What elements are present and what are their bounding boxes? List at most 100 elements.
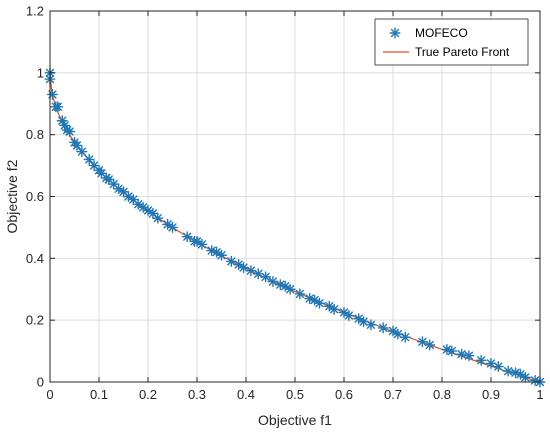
asterisk-stroke xyxy=(234,260,243,269)
x-tick-label: 0.4 xyxy=(237,387,255,402)
data-point xyxy=(267,276,279,288)
asterisk-stroke xyxy=(77,147,87,156)
asterisk-stroke xyxy=(281,282,290,291)
y-tick-label: 0.8 xyxy=(26,127,44,142)
asterisk-stroke xyxy=(494,362,503,371)
asterisk-stroke xyxy=(97,169,106,178)
data-point xyxy=(260,271,272,283)
asterisk-stroke xyxy=(366,320,376,329)
asterisk-stroke xyxy=(129,195,138,204)
y-tick-label: 0.4 xyxy=(26,251,44,266)
data-point xyxy=(492,361,504,373)
asterisk-stroke xyxy=(143,206,153,215)
data-point xyxy=(83,153,95,165)
asterisk-stroke xyxy=(442,345,452,354)
asterisk-stroke xyxy=(530,376,540,385)
asterisk-stroke xyxy=(390,28,400,38)
asterisk-stroke xyxy=(503,367,513,376)
asterisk-stroke xyxy=(401,333,410,342)
asterisk-stroke xyxy=(330,305,339,314)
data-point xyxy=(416,336,428,348)
data-point xyxy=(206,245,218,257)
data-point xyxy=(238,262,250,274)
data-point xyxy=(519,371,531,383)
asterisk-stroke xyxy=(89,161,99,170)
asterisk-stroke xyxy=(305,294,314,303)
data-point xyxy=(343,310,355,322)
data-point xyxy=(252,268,264,280)
x-tick-label: 0 xyxy=(46,387,53,402)
asterisk-stroke xyxy=(197,240,207,249)
asterisk-stroke xyxy=(276,280,285,289)
data-point xyxy=(314,297,325,309)
asterisk-stroke xyxy=(212,247,221,257)
x-tick-label: 1 xyxy=(536,387,543,402)
x-tick-label: 0.8 xyxy=(433,387,451,402)
data-point xyxy=(64,126,76,138)
data-point xyxy=(294,288,306,300)
y-tick-label: 1 xyxy=(37,65,44,80)
asterisk-stroke xyxy=(379,323,388,333)
asterisk-stroke xyxy=(60,121,69,130)
asterisk-stroke xyxy=(388,326,398,336)
asterisk-stroke xyxy=(464,351,474,360)
data-point xyxy=(225,255,237,267)
asterisk-stroke xyxy=(457,350,466,359)
asterisk-stroke xyxy=(339,308,349,317)
y-tick-label: 0 xyxy=(37,375,44,390)
asterisk-stroke xyxy=(207,246,216,255)
data-point xyxy=(76,146,88,158)
asterisk-stroke xyxy=(254,269,263,278)
asterisk-stroke xyxy=(104,175,113,184)
asterisk-stroke xyxy=(134,200,143,209)
data-point xyxy=(377,322,389,334)
data-point xyxy=(424,339,436,351)
asterisk-stroke xyxy=(425,340,434,350)
asterisk-stroke xyxy=(359,317,368,326)
asterisk-stroke xyxy=(163,220,172,229)
asterisk-stroke xyxy=(315,299,324,308)
asterisk-stroke xyxy=(217,251,226,260)
data-point xyxy=(456,348,468,360)
data-point xyxy=(46,88,58,100)
x-tick-label: 0.7 xyxy=(384,387,402,402)
asterisk-stroke xyxy=(246,266,256,275)
data-point xyxy=(215,249,228,261)
legend-marker-asterisk-icon xyxy=(389,27,401,39)
tick-labels: 0 0.1 0.2 0.3 0.4 0.5 0.6 0.7 0.8 0.9 1 0 0.2 0.4 0.6 0… xyxy=(26,4,544,403)
asterisk-stroke xyxy=(285,285,295,294)
data-point xyxy=(196,238,208,250)
x-tick-label: 0.1 xyxy=(90,387,108,402)
asterisk-stroke xyxy=(295,289,305,299)
data-point xyxy=(502,365,514,377)
x-tick-label: 0.9 xyxy=(482,387,500,402)
asterisk-stroke xyxy=(124,192,133,201)
asterisk-stroke xyxy=(268,277,278,286)
legend-box xyxy=(374,18,529,66)
data-point xyxy=(162,218,174,230)
data-point xyxy=(122,190,134,203)
asterisk-stroke xyxy=(72,141,82,150)
asterisk-stroke xyxy=(310,295,319,305)
y-tick-label: 0.6 xyxy=(26,189,44,204)
data-point xyxy=(166,221,179,233)
y-axis-label: Objective f2 xyxy=(4,159,20,233)
x-tick-label: 0.3 xyxy=(188,387,206,402)
data-point xyxy=(463,350,475,362)
data-point xyxy=(392,328,404,340)
asterisk-stroke xyxy=(521,373,530,382)
asterisk-stroke xyxy=(516,370,525,379)
y-tick-label: 0.2 xyxy=(26,313,44,328)
data-point xyxy=(358,316,370,328)
x-axis-label: Objective f1 xyxy=(258,412,332,428)
x-tick-label: 0.5 xyxy=(286,387,304,402)
asterisk-stroke xyxy=(119,187,128,197)
asterisk-stroke xyxy=(511,368,520,377)
asterisk-stroke xyxy=(477,356,486,365)
data-point xyxy=(399,331,411,343)
x-tick-label: 0.6 xyxy=(335,387,353,402)
data-point xyxy=(181,231,193,243)
data-point xyxy=(279,280,291,292)
